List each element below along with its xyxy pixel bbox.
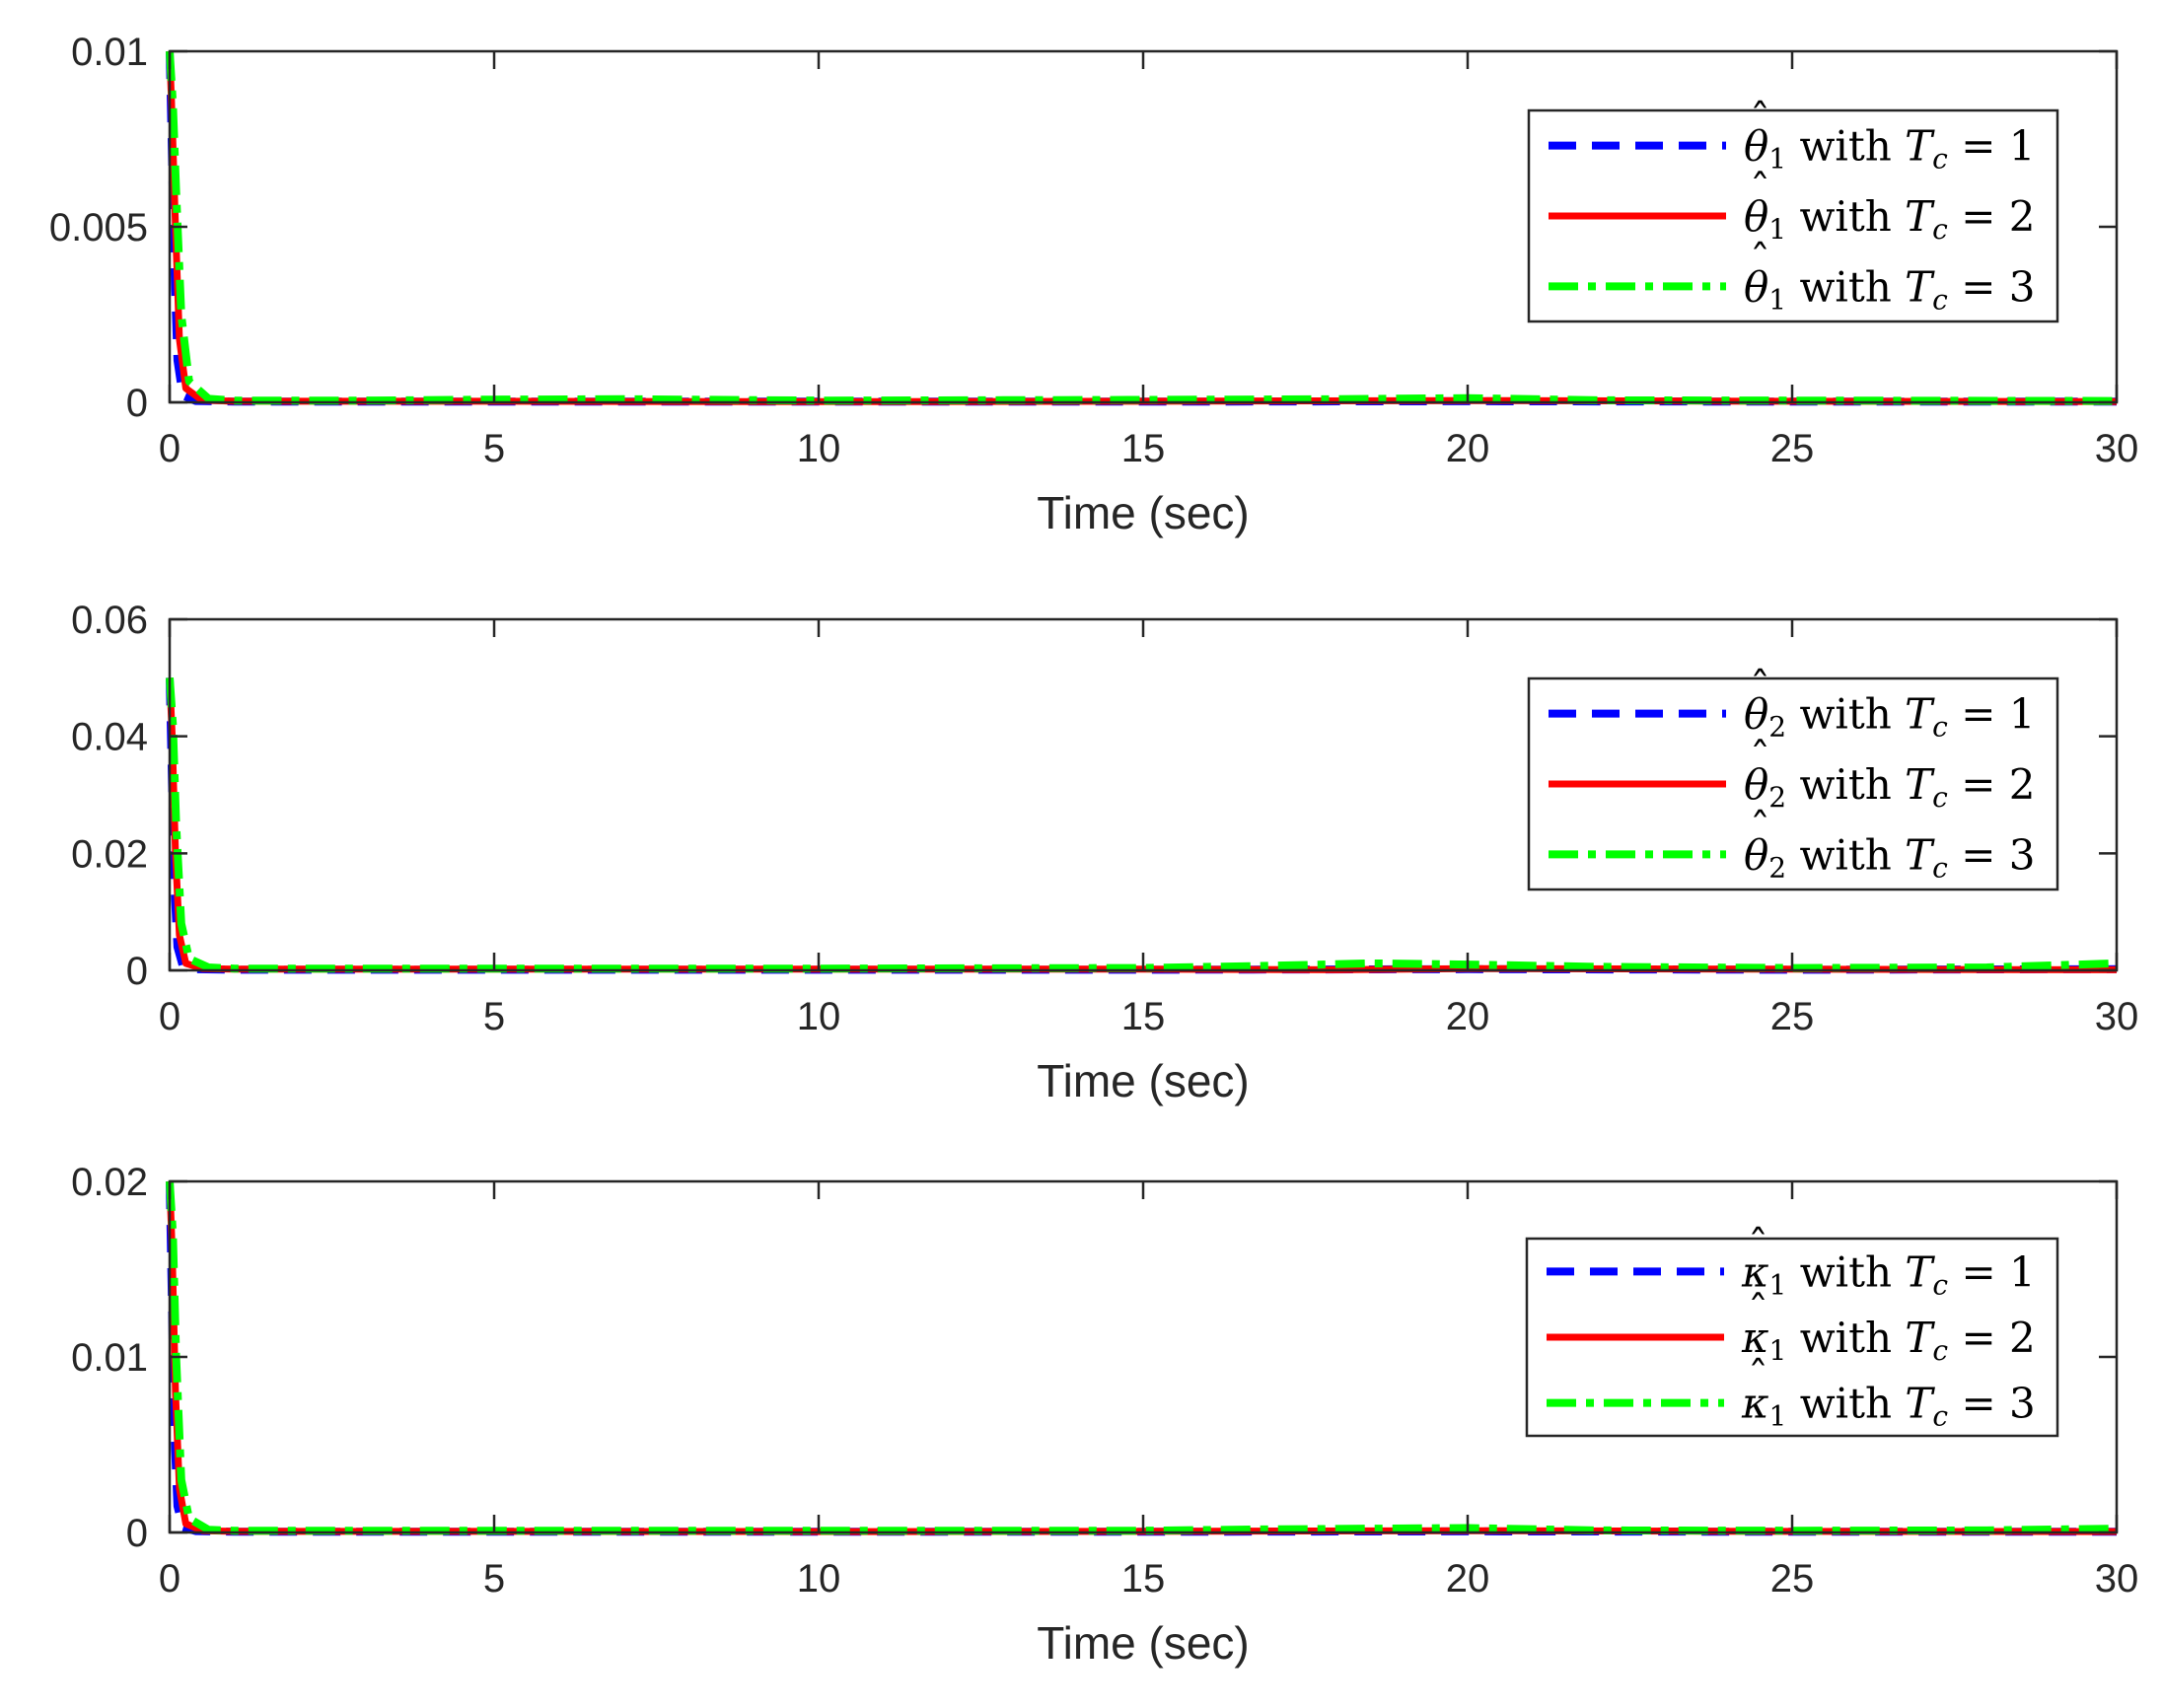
x-tick-label: 25 (1770, 995, 1815, 1038)
x-tick-label: 0 (159, 1557, 180, 1601)
x-tick-label: 0 (159, 995, 180, 1038)
x-tick-label: 20 (1446, 995, 1490, 1038)
legend-entry-2: θ2 with Tc = 2 (1744, 760, 2035, 814)
y-tick-label: 0.01 (71, 1336, 148, 1380)
x-tick-label: 15 (1121, 427, 1166, 470)
subplot-2: 0 5 10 15 20 25 30 0 0.02 0.04 0.06 Time (sec) θ2 … (71, 599, 2138, 1106)
series-line-3 (166, 1180, 2118, 1535)
legend-entry-3: κ1 with Tc = 3 (1741, 1380, 2036, 1433)
x-tick-label: 30 (2095, 1557, 2139, 1601)
legend-hat-accent: ˆ (1748, 1221, 1768, 1269)
legend-entry-2: κ1 with Tc = 2 (1741, 1314, 2036, 1367)
y-tick-label: 0.02 (71, 832, 148, 876)
x-tick-label: 20 (1446, 427, 1490, 470)
legend-hat-accent: ˆ (1750, 664, 1770, 712)
x-tick-label: 10 (797, 427, 841, 470)
y-tick-label: 0.01 (71, 31, 148, 74)
x-tick-label: 5 (483, 427, 505, 470)
legend-hat-accent: ˆ (1750, 236, 1770, 284)
y-tick-label: 0 (126, 1512, 148, 1555)
y-tick-label: 0.02 (71, 1161, 148, 1204)
x-axis-label-3: Time (sec) (1037, 1617, 1250, 1669)
legend-hat-accent: ˆ (1750, 734, 1770, 782)
y-tick-label: 0.06 (71, 599, 148, 642)
legend-hat-accent: ˆ (1748, 1287, 1768, 1335)
legend-hat-accent: ˆ (1748, 1353, 1768, 1401)
legend-entry-3: θ2 with Tc = 3 (1744, 830, 2035, 884)
legend-entry-2: θ1 with Tc = 2 (1744, 192, 2035, 246)
y-tick-label: 0.005 (49, 206, 148, 249)
x-tick-label: 5 (483, 1557, 505, 1601)
legend-entry-1: κ1 with Tc = 1 (1741, 1247, 2036, 1301)
x-tick-label: 20 (1446, 1557, 1490, 1601)
y-tick-label: 0 (126, 382, 148, 425)
legend-entry-3: θ1 with Tc = 3 (1744, 262, 2035, 316)
x-tick-label: 30 (2095, 427, 2139, 470)
legend-hat-accent: ˆ (1750, 166, 1770, 214)
legend-hat-accent: ˆ (1750, 804, 1770, 852)
subplot-3: 0 5 10 15 20 25 30 0 0.01 0.02 Time (sec) κ1 with… (71, 1161, 2138, 1669)
legend-entry-1: θ1 with Tc = 1 (1744, 122, 2035, 176)
x-tick-label: 15 (1121, 1557, 1166, 1601)
x-tick-label: 5 (483, 995, 505, 1038)
y-tick-label: 0 (126, 950, 148, 993)
legend-entry-1: θ2 with Tc = 1 (1744, 690, 2035, 744)
x-tick-label: 10 (797, 1557, 841, 1601)
x-tick-label: 25 (1770, 427, 1815, 470)
legend-hat-accent: ˆ (1750, 96, 1770, 144)
series-line-3 (166, 677, 2118, 973)
x-tick-label: 25 (1770, 1557, 1815, 1601)
y-tick-label: 0.04 (71, 716, 148, 759)
x-axis-label-1: Time (sec) (1037, 487, 1250, 538)
x-tick-label: 30 (2095, 995, 2139, 1038)
x-axis-label-2: Time (sec) (1037, 1055, 1250, 1106)
x-tick-label: 0 (159, 427, 180, 470)
x-tick-label: 10 (797, 995, 841, 1038)
x-tick-label: 15 (1121, 995, 1166, 1038)
subplot-1: 0 5 10 15 20 25 30 0 0.005 0.01 Time (sec) θ1 wit… (49, 31, 2138, 538)
